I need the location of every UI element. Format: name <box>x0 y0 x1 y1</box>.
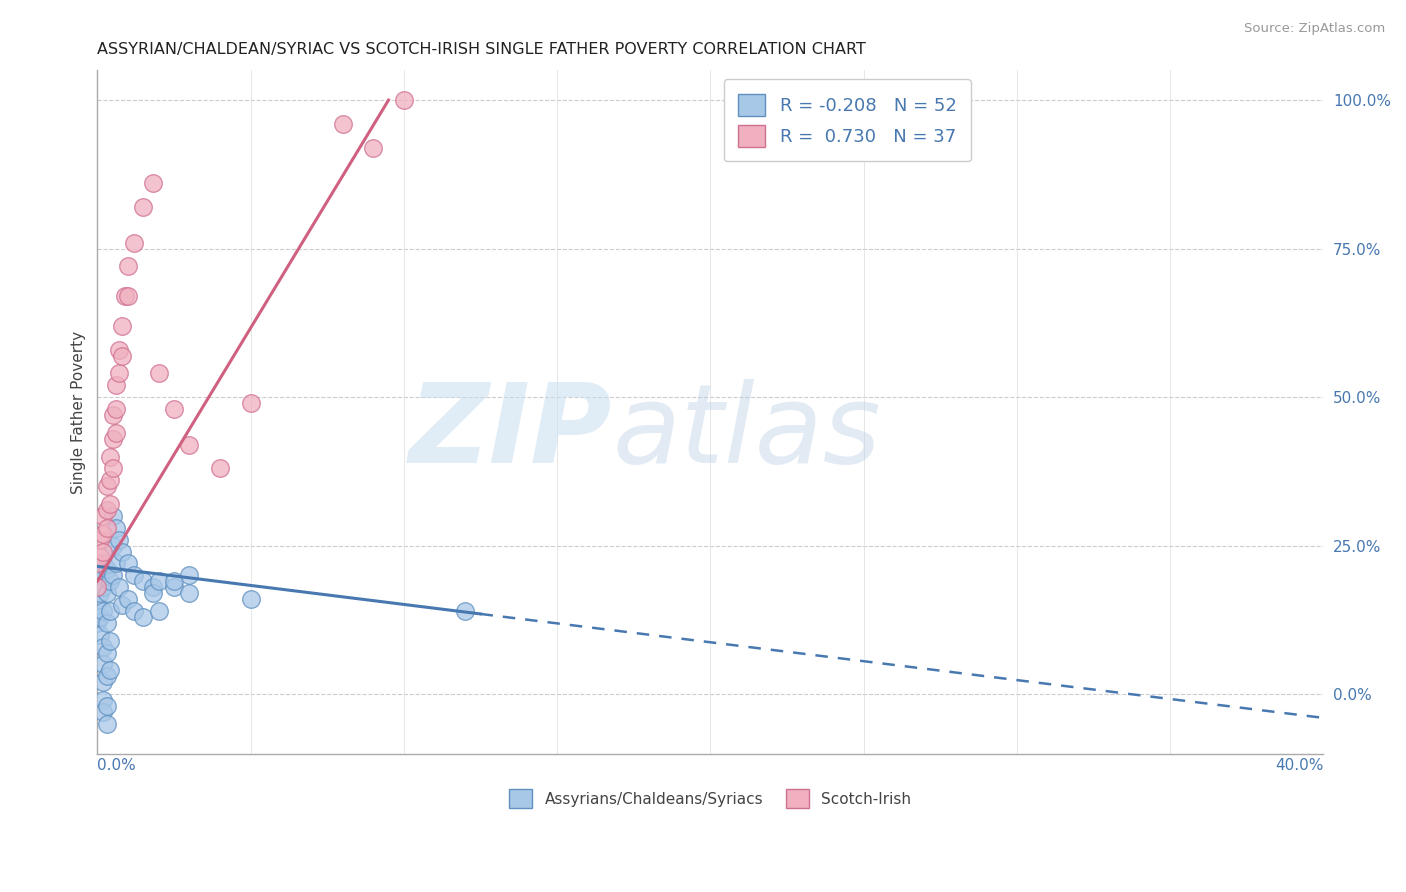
Point <box>98 574 121 589</box>
Y-axis label: Single Father Poverty: Single Father Poverty <box>72 330 86 493</box>
Point <box>98 604 121 618</box>
Point <box>208 461 231 475</box>
Point <box>163 580 186 594</box>
Point <box>122 568 145 582</box>
Point <box>101 568 124 582</box>
Point <box>107 367 129 381</box>
Point <box>132 574 155 589</box>
Point <box>93 508 115 523</box>
Point <box>96 479 118 493</box>
Point <box>93 544 115 558</box>
Point <box>117 260 139 274</box>
Point <box>101 408 124 422</box>
Point <box>89 610 111 624</box>
Point <box>93 705 115 719</box>
Point <box>98 633 121 648</box>
Text: atlas: atlas <box>612 379 882 486</box>
Point <box>148 604 170 618</box>
Text: Source: ZipAtlas.com: Source: ZipAtlas.com <box>1244 22 1385 36</box>
Point <box>122 235 145 250</box>
Point <box>117 289 139 303</box>
Point <box>114 289 136 303</box>
Point <box>101 461 124 475</box>
Point <box>107 533 129 547</box>
Point <box>179 568 201 582</box>
Point <box>96 646 118 660</box>
Point <box>98 497 121 511</box>
Point <box>96 503 118 517</box>
Point <box>122 604 145 618</box>
Point <box>86 557 108 571</box>
Point <box>148 367 170 381</box>
Point <box>111 598 134 612</box>
Point <box>104 378 127 392</box>
Point <box>163 402 186 417</box>
Point <box>93 693 115 707</box>
Point <box>239 592 262 607</box>
Point <box>89 628 111 642</box>
Point <box>93 640 115 654</box>
Point <box>111 318 134 333</box>
Point <box>104 402 127 417</box>
Point <box>361 141 384 155</box>
Point <box>148 574 170 589</box>
Point <box>132 610 155 624</box>
Point <box>89 568 111 582</box>
Point <box>96 669 118 683</box>
Point <box>332 117 354 131</box>
Point <box>89 586 111 600</box>
Point <box>89 533 111 547</box>
Point <box>104 521 127 535</box>
Point <box>117 557 139 571</box>
Point <box>454 604 477 618</box>
Point <box>96 716 118 731</box>
Point <box>86 580 108 594</box>
Point <box>179 437 201 451</box>
Point <box>93 557 115 571</box>
Point <box>96 698 118 713</box>
Point <box>98 450 121 464</box>
Point <box>107 343 129 357</box>
Point <box>111 544 134 558</box>
Point <box>86 615 108 630</box>
Point <box>93 657 115 672</box>
Point <box>93 675 115 690</box>
Text: 0.0%: 0.0% <box>97 758 136 773</box>
Point <box>101 432 124 446</box>
Text: ASSYRIAN/CHALDEAN/SYRIAC VS SCOTCH-IRISH SINGLE FATHER POVERTY CORRELATION CHART: ASSYRIAN/CHALDEAN/SYRIAC VS SCOTCH-IRISH… <box>97 42 866 57</box>
Point <box>239 396 262 410</box>
Text: ZIP: ZIP <box>409 379 612 486</box>
Point <box>86 598 108 612</box>
Point <box>96 562 118 576</box>
Point <box>111 349 134 363</box>
Point <box>98 664 121 678</box>
Point <box>163 574 186 589</box>
Point <box>141 580 163 594</box>
Point <box>141 176 163 190</box>
Legend: Assyrians/Chaldeans/Syriacs, Scotch-Irish: Assyrians/Chaldeans/Syriacs, Scotch-Iris… <box>503 783 917 814</box>
Point <box>132 200 155 214</box>
Point <box>107 580 129 594</box>
Point <box>93 580 115 594</box>
Point <box>179 586 201 600</box>
Point <box>117 592 139 607</box>
Point <box>96 615 118 630</box>
Point <box>89 550 111 565</box>
Point <box>93 604 115 618</box>
Point <box>96 521 118 535</box>
Point <box>104 425 127 440</box>
Point <box>96 586 118 600</box>
Point <box>86 574 108 589</box>
Point <box>141 586 163 600</box>
Point <box>86 557 108 571</box>
Point <box>101 508 124 523</box>
Point <box>392 93 415 107</box>
Point <box>93 526 115 541</box>
Text: 40.0%: 40.0% <box>1275 758 1323 773</box>
Point <box>101 539 124 553</box>
Point <box>104 557 127 571</box>
Point <box>98 473 121 487</box>
